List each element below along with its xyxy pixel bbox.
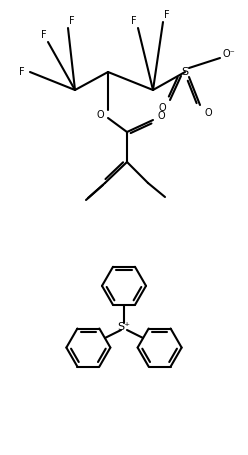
Text: O: O <box>158 103 166 113</box>
Text: F: F <box>164 10 170 20</box>
Text: O: O <box>157 111 165 121</box>
Text: O: O <box>96 110 104 120</box>
Text: F: F <box>41 30 47 40</box>
Text: S: S <box>182 67 188 77</box>
Text: F: F <box>131 16 137 26</box>
Text: O: O <box>204 108 212 118</box>
Text: F: F <box>19 67 25 77</box>
Text: F: F <box>69 16 75 26</box>
Text: O⁻: O⁻ <box>223 49 235 59</box>
Text: S⁺: S⁺ <box>118 322 130 332</box>
